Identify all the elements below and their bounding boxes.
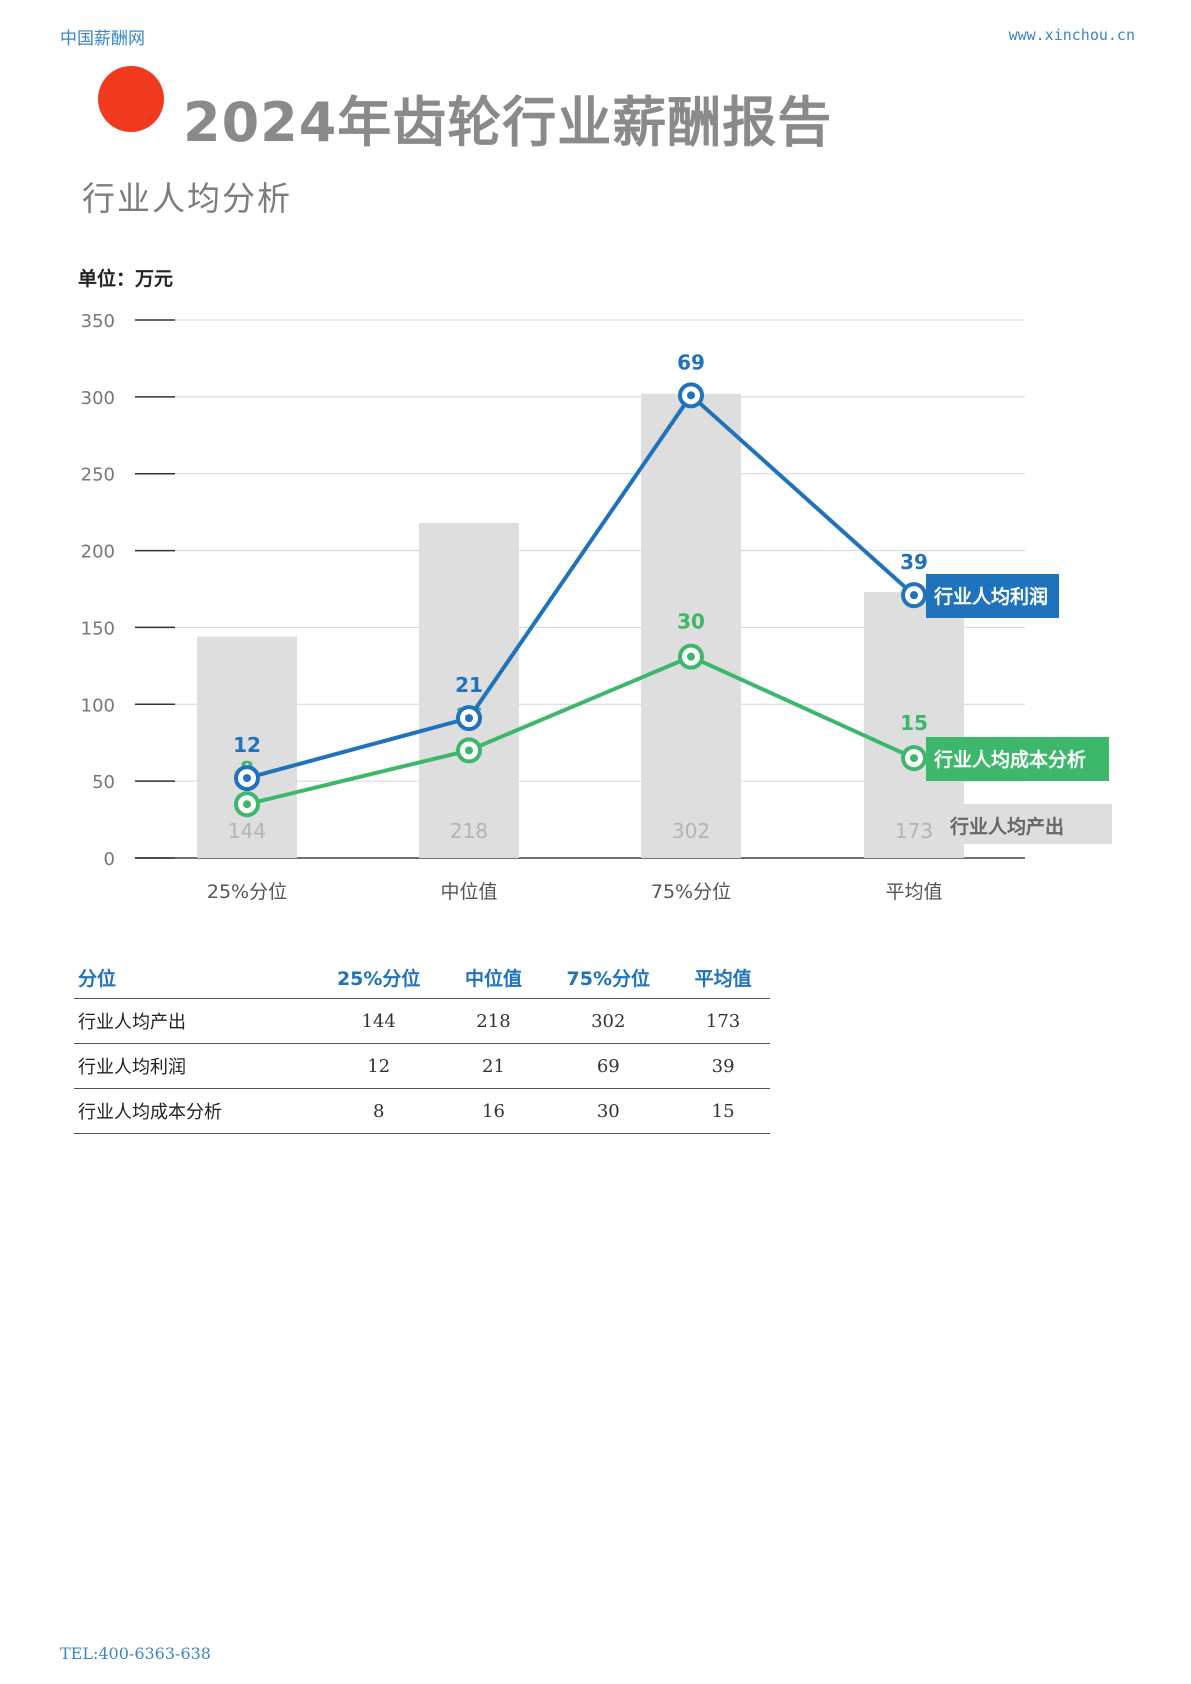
bar-value-label: 302	[672, 819, 710, 843]
table-cell: 行业人均利润	[74, 1043, 311, 1089]
combo-chart: 0 50 100 150 200 250 300 350 144 218 302 173 行业人均产出 2…	[81, 311, 1112, 903]
data-point-center	[910, 591, 918, 600]
table-cell: 302	[540, 998, 677, 1044]
table-header: 平均值	[676, 956, 770, 999]
data-label: 30	[677, 610, 705, 634]
table-cell: 173	[676, 998, 770, 1044]
data-point-center	[687, 391, 695, 400]
data-label: 12	[233, 733, 261, 757]
table-cell: 39	[676, 1043, 770, 1089]
table-header-row: 分位 25%分位 中位值 75%分位 平均值	[74, 956, 770, 999]
table-cell: 12	[310, 1043, 447, 1089]
table-cell: 行业人均产出	[74, 998, 311, 1044]
table-header: 中位值	[446, 956, 541, 999]
bar	[197, 636, 297, 858]
section-subtitle: 行业人均分析	[82, 179, 292, 218]
table-header: 分位	[74, 956, 311, 999]
data-label: 15	[900, 711, 928, 735]
series-line	[246, 393, 916, 780]
x-tick-label: 中位值	[440, 881, 497, 903]
site-url[interactable]: www.xinchou.cn	[1008, 26, 1135, 44]
data-point-center	[465, 746, 473, 755]
y-tick-label: 350	[81, 311, 115, 332]
table-cell: 144	[310, 998, 447, 1044]
bar	[419, 522, 519, 858]
y-tick-label: 150	[81, 618, 115, 639]
page-title: 2024年齿轮行业薪酬报告	[183, 91, 833, 154]
series-legend-label: 行业人均利润	[933, 585, 1048, 608]
legend-box-bars	[937, 804, 1112, 844]
data-point-center	[243, 800, 251, 809]
table-row: 行业人均产出 144 218 302 173	[74, 998, 770, 1044]
series-legend-box	[926, 737, 1109, 781]
table-header: 75%分位	[540, 956, 677, 999]
red-dot-decoration	[98, 66, 164, 132]
table-cell: 218	[446, 998, 541, 1044]
y-tick-label: 200	[81, 542, 115, 563]
x-tick-label: 平均值	[885, 881, 942, 903]
y-tick-label: 250	[81, 465, 115, 486]
table-cell: 行业人均成本分析	[74, 1088, 311, 1134]
legend-label-bars: 行业人均产出	[949, 815, 1064, 838]
table-cell: 8	[310, 1088, 447, 1134]
data-table: 分位 25%分位 中位值 75%分位 平均值 行业人均产出 144 218 30…	[74, 956, 770, 1134]
unit-label: 单位：万元	[78, 268, 174, 290]
data-label: 21	[455, 673, 483, 697]
site-name: 中国薪酬网	[60, 29, 145, 49]
x-tick-label: 25%分位	[207, 881, 287, 903]
table-cell: 30	[540, 1088, 677, 1134]
y-tick-label: 50	[92, 772, 115, 793]
y-tick-label: 0	[104, 849, 115, 870]
y-tick-label: 300	[81, 388, 115, 409]
bar-value-label: 218	[450, 819, 488, 843]
table-cell: 69	[540, 1043, 677, 1089]
bar-value-label: 144	[228, 819, 266, 843]
bar	[641, 393, 741, 858]
series-legend-box	[926, 574, 1059, 618]
data-point-center	[243, 774, 251, 783]
table-row: 行业人均成本分析 8 16 30 15	[74, 1088, 770, 1134]
series-line	[246, 654, 915, 807]
data-point-center	[465, 714, 473, 723]
table-cell: 21	[446, 1043, 541, 1089]
data-point-center	[687, 652, 695, 661]
bar-value-label: 173	[895, 819, 933, 843]
data-label: 39	[900, 550, 928, 574]
table-cell: 16	[446, 1088, 541, 1134]
y-tick-label: 100	[81, 695, 115, 716]
table-cell: 15	[676, 1088, 770, 1134]
table-row: 行业人均利润 12 21 69 39	[74, 1043, 770, 1089]
footer-phone: TEL:400-6363-638	[60, 1644, 211, 1663]
series-legend-label: 行业人均成本分析	[933, 748, 1086, 771]
table-header: 25%分位	[310, 956, 447, 999]
data-label: 69	[677, 350, 705, 374]
x-tick-label: 75%分位	[651, 881, 731, 903]
data-point-center	[910, 754, 918, 763]
